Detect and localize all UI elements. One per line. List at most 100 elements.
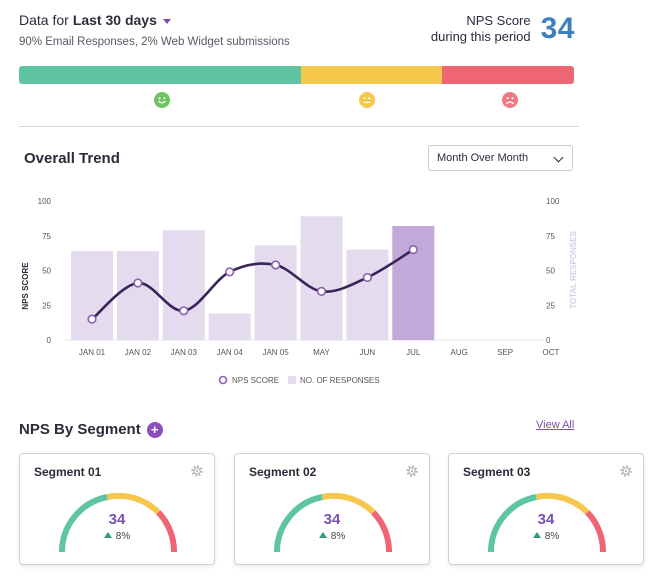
promoters-segment (19, 66, 301, 84)
x-tick-label: JUL (406, 348, 421, 357)
segment-card-title: Segment 02 (249, 465, 317, 479)
arrow-up-icon (318, 532, 327, 538)
segment-section-title: NPS By Segment + (19, 421, 163, 438)
nps-score-point[interactable] (133, 278, 143, 288)
nps-gauge (274, 492, 393, 553)
segment-title-text: NPS By Segment (19, 421, 141, 438)
segment-score: 34 (537, 511, 555, 528)
y-tick-label: 50 (42, 267, 51, 276)
sad-face-icon (502, 92, 518, 108)
segment-delta: 8% (235, 531, 429, 542)
arrow-up-icon (103, 532, 112, 538)
segment-card-title: Segment 01 (34, 465, 102, 479)
x-tick-label: MAY (313, 348, 330, 357)
gauge-detractors-arc (156, 510, 178, 553)
nps-label: NPS Score during this period (431, 13, 531, 45)
passives-segment (300, 66, 443, 84)
nps-gauge (59, 492, 178, 553)
y-tick-label: 75 (42, 232, 51, 241)
x-tick-label: AUG (451, 348, 468, 357)
nps-score-point[interactable] (225, 267, 235, 277)
gauge-passives-arc (321, 492, 376, 515)
gear-icon[interactable] (190, 464, 204, 478)
y-axis-label: NPS SCORE (21, 262, 30, 310)
nps-score-point[interactable] (179, 306, 189, 316)
detractors-segment (442, 66, 574, 84)
happy-face-icon (154, 92, 170, 108)
chart-legend: NPS SCORE NO. OF RESPONSES (218, 375, 380, 385)
nps-score-point[interactable] (271, 260, 281, 270)
nps-score-point[interactable] (408, 245, 418, 255)
divider (19, 126, 579, 127)
legend-responses-marker (288, 376, 296, 384)
x-tick-label: JAN 02 (125, 348, 152, 357)
caret-down-icon[interactable] (162, 18, 171, 24)
nps-distribution-bar (19, 66, 574, 84)
segment-delta: 8% (449, 531, 643, 542)
nps-score-line (90, 248, 415, 321)
period-selector[interactable]: Data for Last 30 days (19, 12, 575, 28)
response-bar[interactable] (392, 226, 435, 340)
trend-period-select[interactable]: Month Over Month (428, 145, 573, 171)
response-bar[interactable] (116, 251, 159, 340)
period-prefix: Data for (19, 12, 69, 28)
legend-responses-label: NO. OF RESPONSES (300, 376, 380, 385)
nps-label-line2: during this period (430, 29, 531, 44)
header: Data for Last 30 days 90% Email Response… (19, 12, 575, 52)
nps-gauge (488, 492, 607, 553)
nps-label-line1: NPS Score (466, 13, 531, 28)
segment-delta-value: 8% (544, 531, 560, 542)
trend-period-value: Month Over Month (437, 152, 529, 164)
segment-score: 34 (323, 511, 341, 528)
gauge-detractors-arc (371, 510, 393, 553)
x-tick-label: JAN 01 (79, 348, 106, 357)
y2-tick-label: 0 (546, 336, 551, 345)
segment-card[interactable]: Segment 01 34 8% (19, 453, 215, 565)
nps-summary: NPS Score during this period 34 (431, 12, 575, 46)
y2-tick-label: 25 (546, 301, 555, 310)
segment-card[interactable]: Segment 02 34 8% (234, 453, 430, 565)
add-segment-button[interactable]: + (146, 421, 163, 438)
response-sources: 90% Email Responses, 2% Web Widget submi… (19, 36, 290, 48)
gauge-passives-arc (106, 492, 161, 515)
legend-nps-label: NPS SCORE (232, 376, 279, 385)
y2-tick-label: 50 (546, 267, 555, 276)
gauge-promoters-arc (59, 494, 108, 553)
y-tick-label: 100 (38, 197, 52, 206)
x-tick-label: JUN (360, 348, 376, 357)
x-tick-label: JAN 05 (262, 348, 289, 357)
gear-icon[interactable] (405, 464, 419, 478)
gauge-promoters-arc (488, 494, 537, 553)
legend-nps-marker (218, 375, 228, 385)
response-bar[interactable] (300, 216, 343, 340)
period-value[interactable]: Last 30 days (72, 12, 157, 28)
view-all-link[interactable]: View All (536, 419, 575, 431)
x-tick-label: JAN 04 (217, 348, 244, 357)
nps-score-point[interactable] (316, 286, 327, 296)
segment-card[interactable]: Segment 03 34 8% (448, 453, 644, 565)
overall-trend-chart: 0 0 25 25 50 50 75 75 100 100 JAN 01 JAN 02 JAN 03 JA… (21, 197, 578, 385)
segment-delta: 8% (20, 531, 214, 542)
segment-delta-value: 8% (115, 531, 131, 542)
chevron-down-icon (553, 152, 564, 163)
arrow-up-icon (532, 532, 541, 538)
x-tick-label: OCT (543, 348, 560, 357)
x-tick-label: SEP (497, 348, 513, 357)
neutral-face-icon (359, 92, 375, 108)
response-bar[interactable] (162, 230, 205, 340)
nps-score-point[interactable] (362, 272, 373, 283)
response-bar[interactable] (254, 245, 297, 340)
x-tick-label: JAN 03 (171, 348, 198, 357)
response-bar[interactable] (71, 251, 113, 340)
gear-icon[interactable] (619, 464, 633, 478)
segment-card-title: Segment 03 (463, 465, 531, 479)
y2-axis-label: TOTAL RESPONSES (569, 230, 578, 308)
y2-tick-label: 75 (546, 232, 555, 241)
segment-score: 34 (108, 511, 126, 528)
nps-score-value: 34 (540, 12, 575, 45)
response-bar[interactable] (208, 313, 251, 340)
response-bar[interactable] (346, 249, 389, 340)
gauge-detractors-arc (585, 510, 607, 553)
y-tick-label: 25 (42, 301, 51, 310)
nps-score-point[interactable] (87, 314, 97, 324)
